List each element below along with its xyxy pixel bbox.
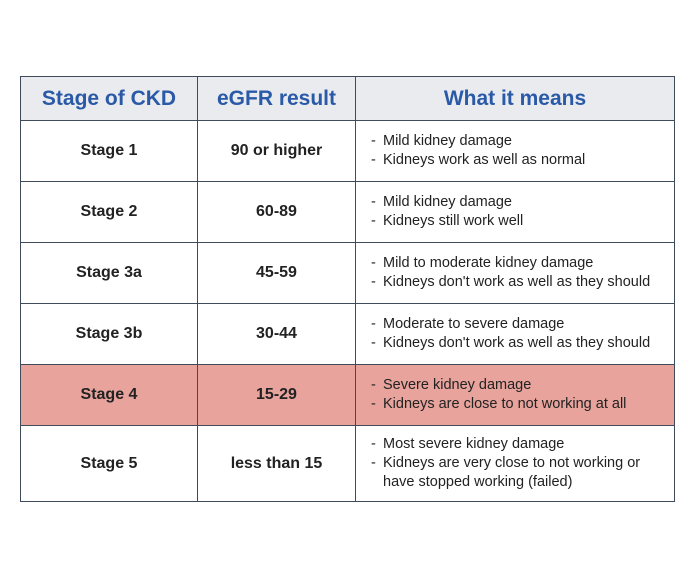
meaning-list: Moderate to severe damageKidneys don't w…: [371, 315, 674, 353]
meaning-item: Moderate to severe damage: [371, 315, 674, 334]
egfr-cell: 45-59: [197, 242, 356, 304]
meaning-list: Most severe kidney damageKidneys are ver…: [371, 435, 674, 492]
meaning-item: Kidneys work as well as normal: [371, 151, 674, 170]
header-row: Stage of CKD eGFR result What it means: [20, 76, 675, 121]
meaning-item: Kidneys don't work as well as they shoul…: [371, 273, 674, 292]
egfr-cell: 30-44: [197, 303, 356, 365]
stage-cell: Stage 2: [20, 181, 198, 243]
header-cell: eGFR result: [197, 76, 356, 121]
stage-cell: Stage 3a: [20, 242, 198, 304]
meaning-item: Severe kidney damage: [371, 376, 674, 395]
meaning-item: Most severe kidney damage: [371, 435, 674, 454]
meaning-cell: Mild kidney damageKidneys work as well a…: [355, 120, 675, 182]
table-row: Stage 415-29 Severe kidney damageKidneys …: [20, 364, 675, 426]
header-cell: What it means: [355, 76, 675, 121]
table-row: Stage 190 or higher Mild kidney damageKid…: [20, 120, 675, 182]
meaning-item: Kidneys are very close to not working or…: [371, 454, 674, 492]
egfr-cell: 90 or higher: [197, 120, 356, 182]
meaning-item: Mild to moderate kidney damage: [371, 254, 674, 273]
meaning-cell: Moderate to severe damageKidneys don't w…: [355, 303, 675, 365]
table-body: Stage 190 or higherMild kidney damageKid…: [20, 120, 675, 502]
meaning-cell: Mild kidney damageKidneys still work wel…: [355, 181, 675, 243]
ckd-table: Stage of CKD eGFR result What it means S…: [20, 76, 675, 502]
egfr-cell: 60-89: [197, 181, 356, 243]
meaning-item: Kidneys don't work as well as they shoul…: [371, 334, 674, 353]
meaning-item: Mild kidney damage: [371, 193, 674, 212]
stage-cell: Stage 4: [20, 364, 198, 426]
meaning-item: Kidneys are close to not working at all: [371, 395, 674, 414]
stage-cell: Stage 3b: [20, 303, 198, 365]
meaning-cell: Mild to moderate kidney damageKidneys do…: [355, 242, 675, 304]
meaning-cell: Severe kidney damageKidneys are close to…: [355, 364, 675, 426]
stage-cell: Stage 5: [20, 425, 198, 502]
header-cell: Stage of CKD: [20, 76, 198, 121]
meaning-item: Mild kidney damage: [371, 132, 674, 151]
meaning-item: Kidneys still work well: [371, 212, 674, 231]
meaning-list: Mild kidney damageKidneys work as well a…: [371, 132, 674, 170]
egfr-cell: less than 15: [197, 425, 356, 502]
meaning-list: Severe kidney damageKidneys are close to…: [371, 376, 674, 414]
meaning-list: Mild kidney damageKidneys still work wel…: [371, 193, 674, 231]
meaning-cell: Most severe kidney damageKidneys are ver…: [355, 425, 675, 502]
meaning-list: Mild to moderate kidney damageKidneys do…: [371, 254, 674, 292]
egfr-cell: 15-29: [197, 364, 356, 426]
stage-cell: Stage 1: [20, 120, 198, 182]
table-row: Stage 260-89 Mild kidney damageKidneys st…: [20, 181, 675, 243]
